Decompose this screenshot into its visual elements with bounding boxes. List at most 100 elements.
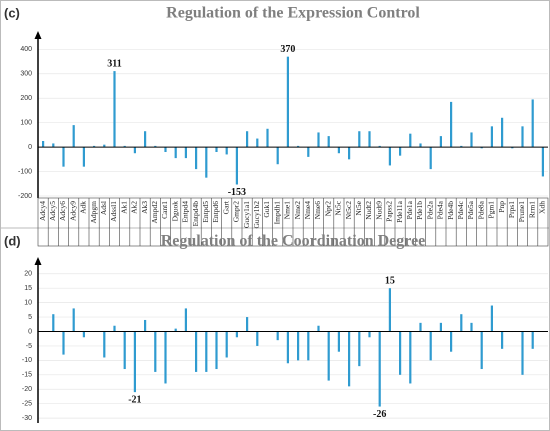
bar [93,145,96,148]
bar [531,99,534,148]
x-tick-label: Nme6 [313,201,322,220]
x-tick-label: Pde4b [446,201,455,220]
bar [480,147,483,149]
x-tick-label: Nme4 [303,201,312,220]
y-axis-arrow [34,31,42,39]
bar [317,132,320,148]
bar [235,331,238,338]
chart-title: Regulation of the Coordination Degree [161,233,426,250]
bar [490,305,493,332]
bar [225,147,228,155]
x-tick-label: Gucy1b2 [252,201,261,229]
bar [531,331,534,349]
y-tick-label: 100 [20,120,32,127]
x-tick-label: Entpd6 [211,201,220,223]
x-tick-label: Cant1 [160,201,169,219]
bar [256,331,259,346]
bar [72,308,75,332]
bar [358,331,361,367]
bar [378,145,381,148]
y-tick-label: 15 [24,285,32,292]
x-tick-label: Adssl1 [109,201,118,222]
bar [215,147,218,152]
bar [297,145,300,148]
bar [276,331,279,341]
bar [429,147,432,170]
bar [317,325,320,332]
value-label: 15 [385,276,395,287]
bar [450,331,453,352]
bar [195,331,198,372]
y-tick-label: 300 [20,71,32,78]
x-tick-label: Adk [79,201,88,214]
x-tick-label: Pnp [497,201,506,213]
value-label: 370 [280,44,295,55]
bar [266,128,269,148]
bar [439,322,442,332]
y-tick-label: 0 [28,328,32,335]
bar [123,145,126,148]
x-tick-label: Pde2a [425,200,434,219]
x-tick-label: Entpd5 [201,201,210,223]
x-tick-label: Ak1 [119,201,128,214]
bar [490,126,493,148]
bar [62,331,65,355]
x-tick-label: Papss2 [385,201,394,222]
bar [470,132,473,148]
y-tick-label: 0 [28,144,32,151]
bar [164,147,167,152]
x-tick-label: Ampd2 [150,201,159,224]
y-tick-label: 400 [20,46,32,53]
bar [388,147,391,166]
bar [297,331,300,361]
bar [72,125,75,148]
bar [164,331,167,384]
bar [470,322,473,332]
x-tick-label: Pde4c [456,200,465,219]
bar [429,331,432,361]
bar [460,314,463,332]
x-tick-label: Ak3 [140,201,149,214]
bar [348,147,351,160]
y-tick-label: 200 [20,95,32,102]
bar [521,126,524,148]
x-tick-label: Pde11a [395,200,404,222]
bar [368,331,371,338]
x-tick-label: Gucy1a1 [242,201,251,228]
x-tick-label: Pde1b [415,201,424,220]
bar [358,131,361,148]
y-tick-label: -15 [22,372,32,379]
bar [460,145,463,148]
bar [511,147,514,149]
x-tick-label: Pde5a [466,200,475,219]
bar [184,308,187,332]
bar [133,147,136,154]
x-tick-label: Pde1a [405,200,414,219]
x-tick-label: Entpd4 [181,201,190,223]
y-tick-label: 10 [24,299,32,306]
bar [82,331,85,338]
bar [501,331,504,349]
bar [144,131,147,148]
bar [123,331,126,370]
bar [205,147,208,178]
x-tick-label: Xdh [538,201,547,214]
panel-label: (d) [4,233,21,248]
bar [82,147,85,167]
x-tick-label: Pgm1 [487,201,496,219]
y-tick-label: -30 [22,415,32,422]
bar [42,141,45,148]
x-tick-label: Adcy9 [68,201,77,221]
x-tick-label: Impdh1 [272,201,281,225]
bar [184,147,187,159]
bar [154,331,157,372]
bar [307,147,310,157]
bar [307,331,310,361]
bar [195,147,198,170]
bar [286,331,289,364]
bar [144,319,147,332]
bar [450,101,453,148]
bar [419,143,422,148]
x-tick-label: Pde4a [436,200,445,219]
y-tick-label: -5 [26,343,32,350]
